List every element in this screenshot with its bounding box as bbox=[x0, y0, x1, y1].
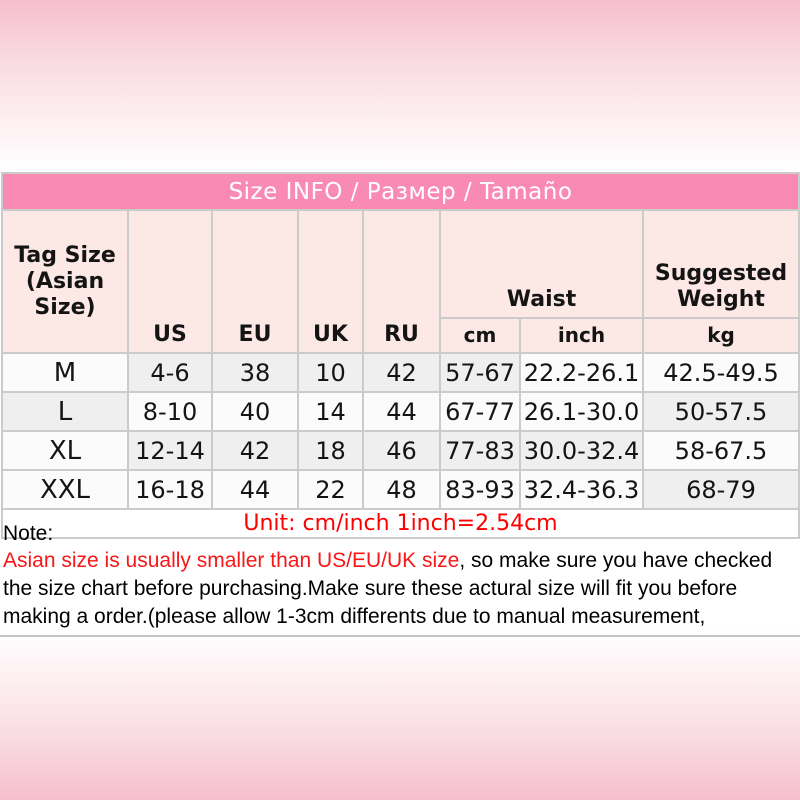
cell-weight-kg: 68-79 bbox=[642, 469, 800, 510]
cell-waist-cm: 77-83 bbox=[439, 430, 521, 471]
page-title: Size INFO / Размер / Tamaño bbox=[1, 172, 800, 211]
cell-waist-inch: 30.0-32.4 bbox=[519, 430, 644, 471]
subheader-inch: inch bbox=[519, 317, 644, 354]
cell-waist-cm: 83-93 bbox=[439, 469, 521, 510]
cell-tag: XL bbox=[1, 430, 129, 471]
table-row-m: M 4-6 38 10 42 57-67 22.2-26.1 42.5-49.5 bbox=[1, 352, 800, 393]
cell-waist-inch: 32.4-36.3 bbox=[519, 469, 644, 510]
cell-waist-cm: 57-67 bbox=[439, 352, 521, 393]
note-line-3: making a order.(please allow 1-3cm diffe… bbox=[3, 605, 706, 628]
size-info-header-bar: Size INFO / Размер / Tamaño bbox=[1, 172, 800, 211]
cell-uk: 22 bbox=[297, 469, 364, 510]
unit-note-row: Unit: cm/inch 1inch=2.54cm bbox=[1, 508, 800, 539]
cell-ru: 48 bbox=[362, 469, 441, 510]
col-header-suggested-weight: Suggested Weight bbox=[642, 209, 800, 319]
cell-eu: 38 bbox=[211, 352, 299, 393]
cell-uk: 10 bbox=[297, 352, 364, 393]
cell-us: 16-18 bbox=[127, 469, 213, 510]
note-label: Note: bbox=[3, 522, 54, 545]
col-header-eu: EU bbox=[211, 209, 299, 354]
cell-eu: 44 bbox=[211, 469, 299, 510]
unit-note-text: Unit: cm/inch 1inch=2.54cm bbox=[1, 508, 800, 539]
table-row-xl: XL 12-14 42 18 46 77-83 30.0-32.4 58-67.… bbox=[1, 430, 800, 471]
col-header-tag-size: Tag Size (Asian Size) bbox=[1, 209, 129, 354]
note-line-1: Asian size is usually smaller than US/EU… bbox=[3, 547, 800, 575]
cell-tag: M bbox=[1, 352, 129, 393]
cell-uk: 14 bbox=[297, 391, 364, 432]
cell-us: 8-10 bbox=[127, 391, 213, 432]
cell-us: 4-6 bbox=[127, 352, 213, 393]
note-line-2: the size chart before purchasing.Make su… bbox=[3, 577, 738, 600]
cell-ru: 44 bbox=[362, 391, 441, 432]
subheader-kg: kg bbox=[642, 317, 800, 354]
size-chart-table: Size INFO / Размер / Tamaño Tag Size (As… bbox=[1, 172, 800, 539]
col-header-uk: UK bbox=[297, 209, 364, 354]
cell-ru: 46 bbox=[362, 430, 441, 471]
note-black-text: , so make sure you have checked bbox=[459, 549, 773, 572]
cell-tag: XXL bbox=[1, 469, 129, 510]
cell-weight-kg: 42.5-49.5 bbox=[642, 352, 800, 393]
cell-tag: L bbox=[1, 391, 129, 432]
col-header-ru: RU bbox=[362, 209, 441, 354]
cell-eu: 42 bbox=[211, 430, 299, 471]
column-header-row: Tag Size (Asian Size) US EU UK RU Waist … bbox=[1, 209, 800, 354]
cell-weight-kg: 58-67.5 bbox=[642, 430, 800, 471]
cell-waist-inch: 22.2-26.1 bbox=[519, 352, 644, 393]
cell-eu: 40 bbox=[211, 391, 299, 432]
table-row-xxl: XXL 16-18 44 22 48 83-93 32.4-36.3 68-79 bbox=[1, 469, 800, 510]
cell-uk: 18 bbox=[297, 430, 364, 471]
cell-weight-kg: 50-57.5 bbox=[642, 391, 800, 432]
subheader-cm: cm bbox=[439, 317, 521, 354]
note-section: Note: Asian size is usually smaller than… bbox=[0, 519, 800, 637]
col-header-waist: Waist bbox=[439, 209, 644, 319]
note-red-text: Asian size is usually smaller than US/EU… bbox=[3, 549, 460, 572]
cell-ru: 42 bbox=[362, 352, 441, 393]
cell-us: 12-14 bbox=[127, 430, 213, 471]
unit-subheader-row: cm inch kg bbox=[2, 317, 800, 354]
cell-waist-cm: 67-77 bbox=[439, 391, 521, 432]
col-header-us: US bbox=[127, 209, 213, 354]
table-row-l: L 8-10 40 14 44 67-77 26.1-30.0 50-57.5 bbox=[1, 391, 800, 432]
cell-waist-inch: 26.1-30.0 bbox=[519, 391, 644, 432]
